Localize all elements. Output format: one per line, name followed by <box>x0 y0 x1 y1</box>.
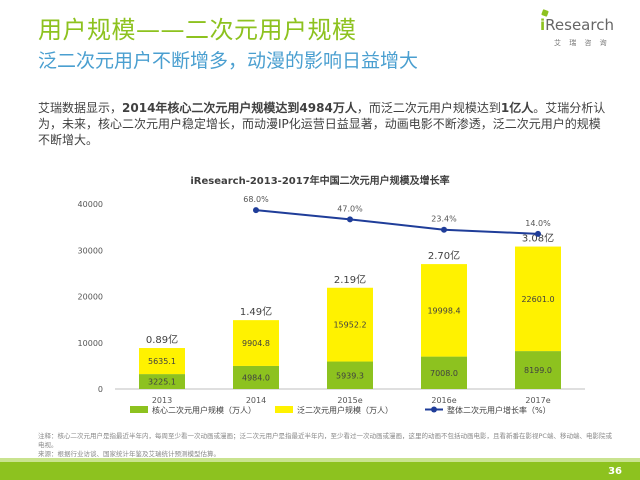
bar-pan-2014 <box>233 320 279 366</box>
x-tick-label: 2016e <box>431 396 456 405</box>
iresearch-logo: iResearch 艾 瑞 咨 询 <box>540 8 614 52</box>
bar-total-label: 1.49亿 <box>240 305 272 318</box>
chart-title: iResearch-2013-2017年中国二次元用户规模及增长率 <box>190 174 449 187</box>
bar-core-label: 5939.3 <box>336 371 364 380</box>
legend-label: 泛二次元用户规模（万人） <box>297 405 393 415</box>
bar-core-2015e <box>327 361 373 389</box>
x-tick-label: 2017e <box>525 396 550 405</box>
bar-pan-2017e <box>515 246 561 352</box>
growth-rate-point <box>441 226 447 233</box>
growth-rate-line <box>255 209 539 235</box>
x-tick-label: 2013 <box>152 396 172 405</box>
footer-band <box>0 458 640 462</box>
logo-brand: iResearch <box>540 16 614 34</box>
growth-rate-point <box>347 216 353 223</box>
y-tick-label: 20000 <box>78 293 103 302</box>
y-tick-label: 0 <box>98 385 103 394</box>
growth-rate-label: 68.0% <box>243 195 269 204</box>
bar-total-label: 2.19亿 <box>334 273 366 286</box>
growth-rate-label: 14.0% <box>525 219 551 228</box>
growth-rate-point <box>535 230 541 237</box>
legend-label: 整体二次元用户增长率（%） <box>447 405 551 415</box>
legend-swatch <box>130 406 148 413</box>
footer-bar <box>0 462 640 480</box>
page-title: 用户规模——二次元用户规模 <box>38 16 357 44</box>
growth-rate-label: 47.0% <box>337 204 363 213</box>
y-tick-label: 10000 <box>78 339 103 348</box>
legend-label: 核心二次元用户规模（万人） <box>152 405 256 415</box>
page-number: 36 <box>608 466 622 477</box>
bar-pan-2013 <box>139 348 185 375</box>
bar-core-label: 4984.0 <box>242 373 270 382</box>
bar-core-2013 <box>139 374 185 389</box>
bar-core-2016e <box>421 356 467 389</box>
intro-highlight-core: 2014年核心二次元用户规模达到4984万人 <box>122 101 357 115</box>
bar-core-2014 <box>233 365 279 389</box>
y-tick-label: 30000 <box>78 246 103 255</box>
bar-pan-label: 9904.8 <box>242 339 270 348</box>
intro-highlight-pan: 1亿人 <box>500 101 534 115</box>
bar-pan-label: 15952.2 <box>333 321 366 330</box>
page-subtitle: 泛二次元用户不断增多，动漫的影响日益增大 <box>38 50 419 72</box>
legend-swatch <box>275 406 293 413</box>
x-tick-label: 2014 <box>246 396 266 405</box>
growth-rate-point <box>253 207 259 214</box>
bar-pan-2016e <box>421 264 467 357</box>
user-scale-chart: iResearch-2013-2017年中国二次元用户规模及增长率 0 10000 2… <box>78 174 585 415</box>
bar-total-label: 3.08亿 <box>522 232 554 245</box>
bar-pan-label: 19998.4 <box>427 306 460 315</box>
x-tick-label: 2015e <box>337 396 362 405</box>
bar-core-label: 8199.0 <box>524 366 552 375</box>
footnote-definition: 注释：核心二次元用户是指最近半年内，每周至少看一次动画或漫画；泛二次元用户是指最… <box>38 432 612 449</box>
footnote-source: 来源：根据行业访谈、国家统计年鉴及艾瑞统计预测模型估算。 <box>38 450 220 458</box>
bar-pan-label: 5635.1 <box>148 357 176 366</box>
logo-subtext: 艾 瑞 咨 询 <box>554 39 610 47</box>
growth-rate-label: 23.4% <box>431 215 457 224</box>
footnotes: 注释：核心二次元用户是指最近半年内，每周至少看一次动画或漫画；泛二次元用户是指最… <box>38 432 618 459</box>
bar-core-2017e <box>515 351 561 389</box>
bar-core-label: 7008.0 <box>430 369 458 378</box>
bar-core-label: 3225.1 <box>148 378 176 387</box>
bar-total-label: 0.89亿 <box>146 333 178 346</box>
y-tick-label: 40000 <box>78 200 103 209</box>
bar-pan-2015e <box>327 287 373 362</box>
intro-paragraph: 艾瑞数据显示，2014年核心二次元用户规模达到4984万人，而泛二次元用户规模达… <box>38 101 606 147</box>
bar-pan-label: 22601.0 <box>521 295 554 304</box>
legend-swatch-marker <box>431 406 437 413</box>
bar-total-label: 2.70亿 <box>428 249 460 262</box>
